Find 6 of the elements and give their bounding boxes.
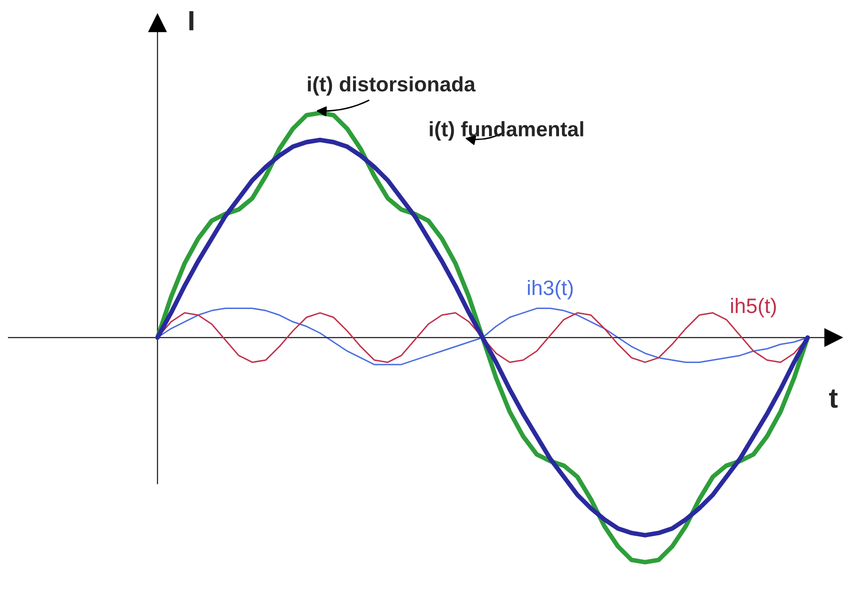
text: i(t) fundamental [430, 121, 584, 141]
y-axis-title: I [189, 11, 194, 30]
series-label: ih5(t) [731, 298, 776, 318]
series-label: i(t) distorsionada [308, 76, 476, 96]
series-label: ih3(t) [528, 280, 573, 300]
x-axis-title: t [829, 390, 838, 408]
